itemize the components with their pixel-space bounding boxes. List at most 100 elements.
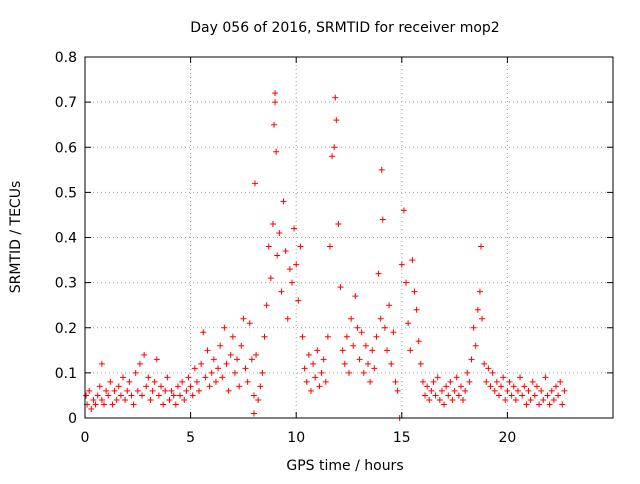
data-point bbox=[280, 198, 287, 205]
data-point bbox=[403, 279, 410, 286]
x-tick-label: 20 bbox=[498, 430, 516, 446]
data-point bbox=[174, 383, 181, 390]
data-point bbox=[369, 347, 376, 354]
data-point bbox=[158, 383, 165, 390]
data-point bbox=[240, 315, 247, 322]
data-point bbox=[400, 207, 407, 214]
data-point bbox=[238, 342, 245, 349]
data-point bbox=[139, 392, 146, 399]
data-point bbox=[512, 396, 519, 403]
data-point bbox=[208, 369, 215, 376]
data-point bbox=[517, 374, 524, 381]
data-point bbox=[271, 121, 278, 128]
y-tick-label: 0.4 bbox=[55, 231, 77, 247]
data-point bbox=[212, 378, 219, 385]
data-point bbox=[286, 266, 293, 273]
data-point bbox=[415, 338, 422, 345]
data-point bbox=[481, 360, 488, 367]
data-point bbox=[441, 401, 448, 408]
data-point bbox=[288, 279, 295, 286]
data-point bbox=[540, 396, 547, 403]
data-point bbox=[225, 387, 232, 394]
data-point bbox=[299, 333, 306, 340]
data-point bbox=[155, 392, 162, 399]
data-point bbox=[388, 360, 395, 367]
data-point bbox=[170, 392, 177, 399]
data-point bbox=[179, 378, 186, 385]
data-point bbox=[94, 392, 101, 399]
data-point bbox=[117, 392, 124, 399]
data-point bbox=[487, 383, 494, 390]
data-point bbox=[86, 387, 93, 394]
data-point bbox=[301, 365, 308, 372]
data-point bbox=[297, 243, 304, 250]
data-point bbox=[331, 144, 338, 151]
data-point bbox=[460, 396, 467, 403]
data-point bbox=[204, 347, 211, 354]
data-point bbox=[282, 248, 289, 255]
data-point bbox=[527, 396, 534, 403]
data-point bbox=[231, 369, 238, 376]
data-point bbox=[284, 315, 291, 322]
data-point bbox=[405, 320, 412, 327]
data-point bbox=[434, 374, 441, 381]
data-point bbox=[379, 216, 386, 223]
data-point bbox=[384, 347, 391, 354]
data-point bbox=[316, 383, 323, 390]
data-points bbox=[83, 90, 568, 421]
data-point bbox=[128, 392, 135, 399]
data-point bbox=[134, 387, 141, 394]
y-tick-label: 0.2 bbox=[55, 321, 77, 337]
data-point bbox=[491, 387, 498, 394]
data-point bbox=[242, 365, 249, 372]
data-point bbox=[132, 369, 139, 376]
data-point bbox=[333, 117, 340, 124]
data-point bbox=[272, 99, 279, 106]
data-point bbox=[164, 374, 171, 381]
data-point bbox=[109, 401, 116, 408]
data-point bbox=[474, 306, 481, 313]
data-point bbox=[147, 396, 154, 403]
data-point bbox=[409, 257, 416, 264]
data-point bbox=[227, 351, 234, 358]
data-point bbox=[521, 383, 528, 390]
y-tick-label: 0 bbox=[68, 411, 77, 427]
data-point bbox=[215, 365, 222, 372]
data-point bbox=[455, 392, 462, 399]
data-point bbox=[548, 387, 555, 394]
data-point bbox=[219, 374, 226, 381]
data-point bbox=[555, 392, 562, 399]
data-point bbox=[223, 360, 230, 367]
data-point bbox=[303, 378, 310, 385]
data-point bbox=[185, 374, 192, 381]
data-point bbox=[124, 387, 131, 394]
data-point bbox=[561, 387, 568, 394]
data-point bbox=[274, 252, 281, 259]
data-point bbox=[113, 396, 120, 403]
data-point bbox=[542, 374, 549, 381]
data-point bbox=[424, 383, 431, 390]
data-point bbox=[445, 392, 452, 399]
data-point bbox=[236, 383, 243, 390]
data-point bbox=[371, 365, 378, 372]
data-point bbox=[466, 378, 473, 385]
data-point bbox=[472, 342, 479, 349]
data-point bbox=[367, 378, 374, 385]
data-point bbox=[314, 347, 321, 354]
data-point bbox=[341, 360, 348, 367]
data-point bbox=[265, 243, 272, 250]
y-tick-label: 0.6 bbox=[55, 140, 77, 156]
data-point bbox=[337, 284, 344, 291]
data-point bbox=[343, 333, 350, 340]
data-point bbox=[438, 387, 445, 394]
data-point bbox=[533, 383, 540, 390]
data-point bbox=[198, 360, 205, 367]
data-point bbox=[92, 401, 99, 408]
data-point bbox=[525, 387, 532, 394]
data-point bbox=[98, 396, 105, 403]
data-point bbox=[136, 360, 143, 367]
data-point bbox=[257, 383, 264, 390]
y-tick-label: 0.3 bbox=[55, 276, 77, 292]
data-point bbox=[160, 401, 167, 408]
